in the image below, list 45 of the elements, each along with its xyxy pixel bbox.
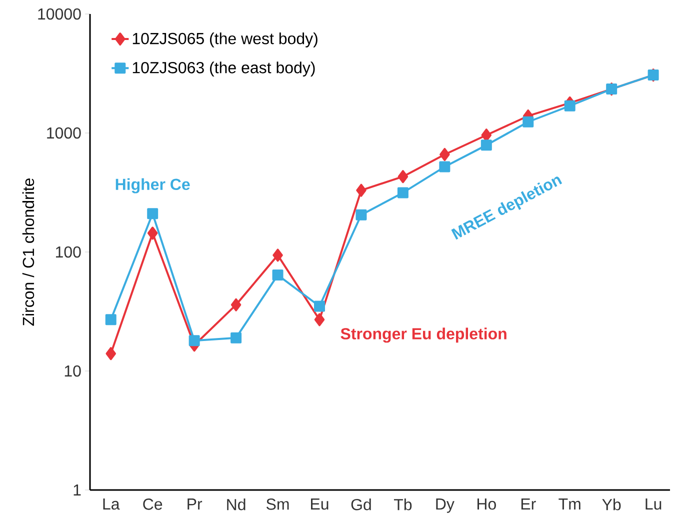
point — [481, 128, 492, 142]
x-tick-label: Tb — [394, 498, 412, 510]
point — [188, 335, 200, 346]
point — [439, 161, 450, 172]
legend-label: 10ZJS065 (the west body) — [132, 32, 318, 48]
annotation: Higher Ce — [116, 178, 190, 194]
point — [564, 100, 576, 112]
annotation: Stronger Eu depletion — [340, 328, 506, 343]
y-tick-label: 10000 — [38, 8, 81, 20]
x-tick-label: La — [103, 498, 120, 510]
x-tick-label: Dy — [436, 498, 454, 513]
x-tick-label: Gd — [351, 498, 371, 510]
point — [440, 148, 450, 161]
y-axis-title: Zircon / C1 chondrite — [22, 178, 34, 326]
point — [356, 184, 366, 197]
point — [147, 226, 158, 240]
point — [356, 209, 367, 220]
x-tick-label: Lu — [646, 498, 662, 510]
point — [147, 208, 158, 220]
point — [105, 314, 116, 326]
x-tick-label: Yb — [602, 498, 621, 510]
x-tick-label: Pr — [188, 498, 202, 510]
x-tick-label: Ho — [477, 498, 496, 510]
y-tick-label: 10 — [64, 365, 81, 377]
point — [272, 270, 284, 281]
x-tick-label: Sm — [266, 498, 289, 510]
x-tick-label: Ce — [143, 498, 162, 510]
point — [106, 347, 116, 360]
point — [397, 187, 408, 198]
point — [230, 298, 242, 312]
x-tick-label: Tm — [558, 498, 580, 510]
point — [314, 313, 325, 326]
y-tick-label: 100 — [56, 246, 81, 258]
y-tick-label: 1000 — [47, 127, 81, 139]
x-tick-label: Nd — [227, 498, 246, 510]
point — [522, 116, 534, 128]
point — [398, 170, 408, 184]
legend-label: 10ZJS063 (the east body) — [132, 62, 315, 76]
point — [230, 332, 242, 344]
x-tick-label: Eu — [311, 498, 328, 510]
y-tick-label: 1 — [74, 484, 81, 496]
point — [272, 248, 283, 262]
point — [480, 140, 492, 151]
point — [314, 300, 325, 312]
x-tick-label: Er — [521, 498, 536, 510]
